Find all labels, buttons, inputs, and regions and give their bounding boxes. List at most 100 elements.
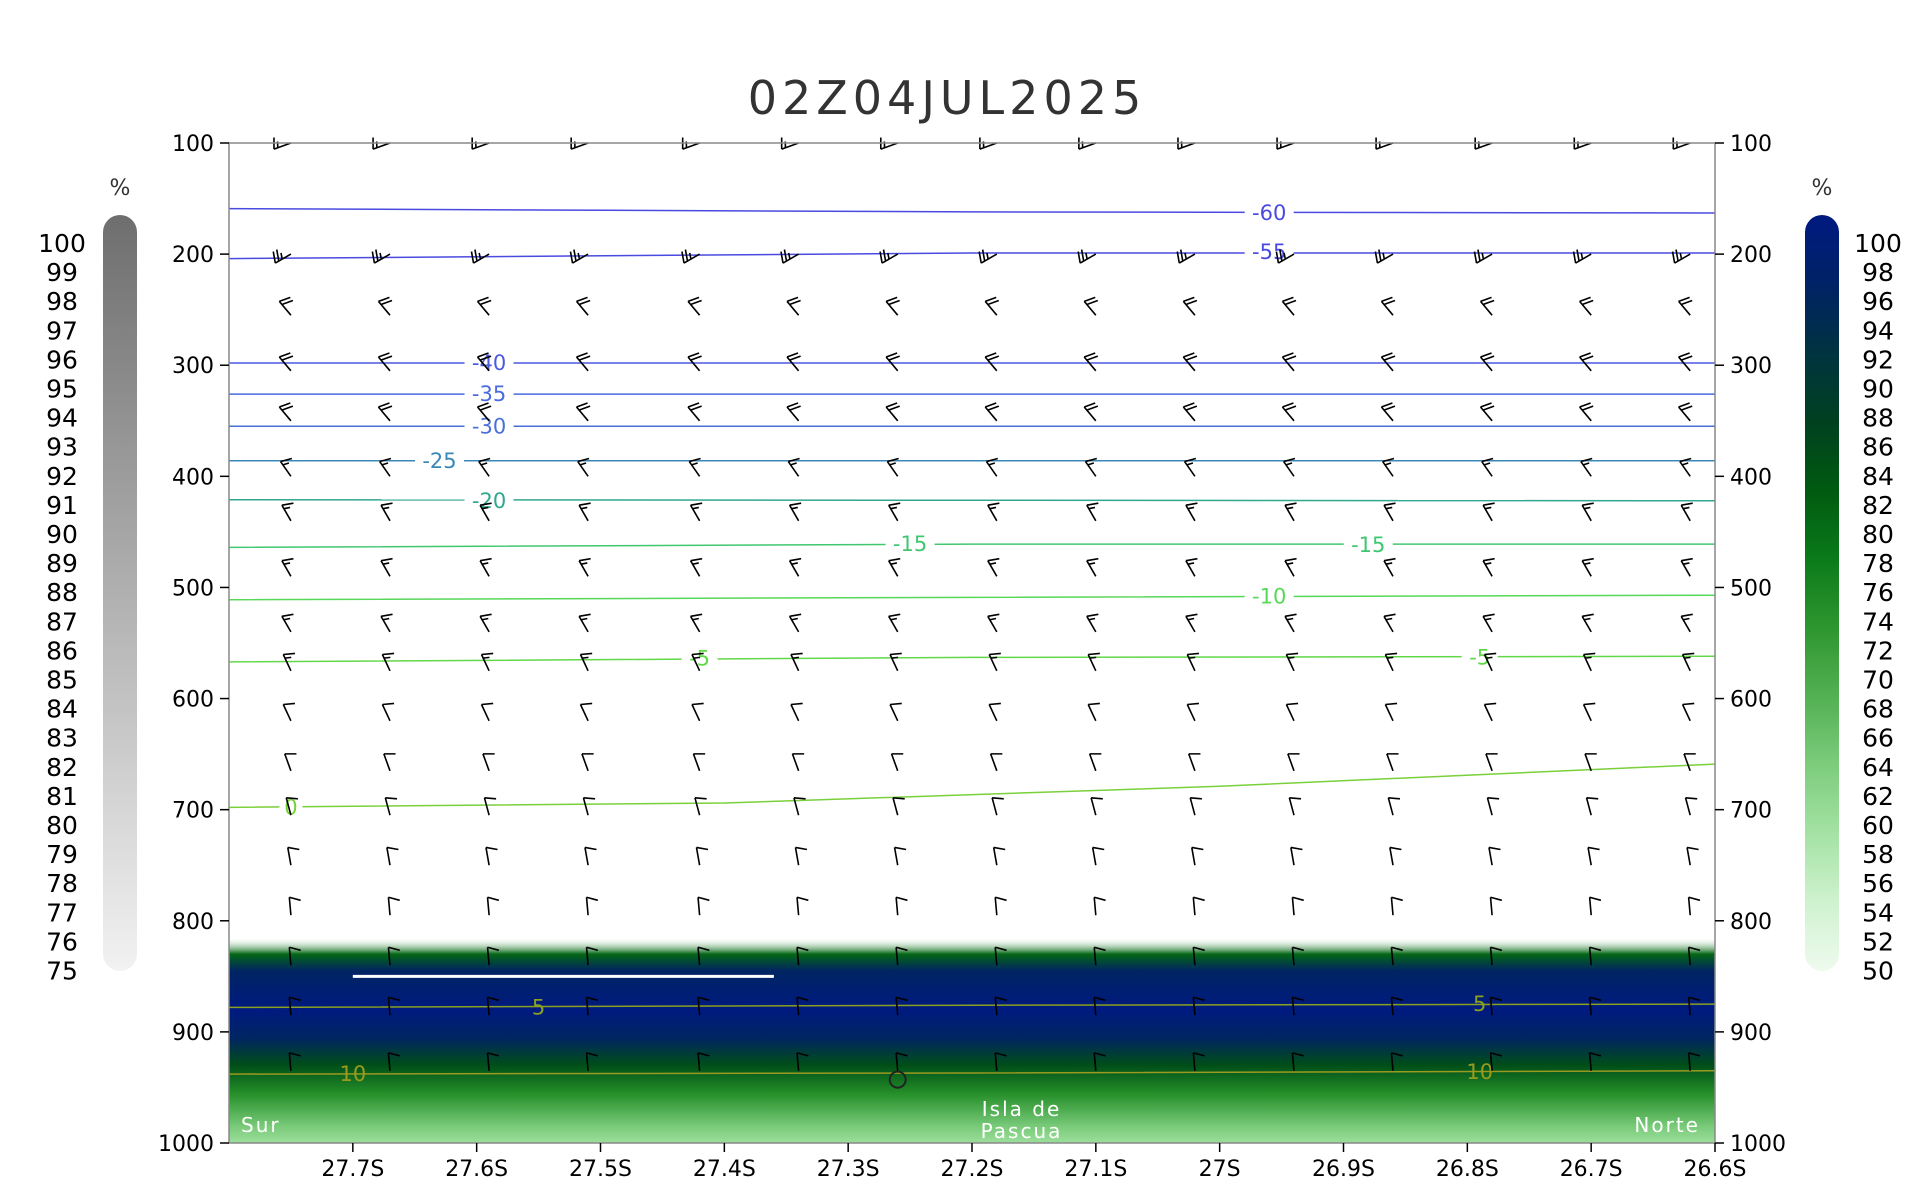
- wind-barb-staff: [885, 406, 899, 422]
- wind-barb-feather: [1381, 402, 1393, 408]
- wind-barb: [892, 797, 905, 816]
- y-tick-label-right: 900: [1730, 1021, 1772, 1046]
- y-tick-label-right: 300: [1730, 354, 1772, 379]
- wind-barb-feather: [1681, 613, 1693, 618]
- wind-barb-staff: [1588, 947, 1592, 966]
- wind-barb: [1086, 502, 1099, 522]
- wind-barb-staff: [1083, 300, 1097, 316]
- wind-barb-staff: [782, 253, 799, 264]
- wind-barb-feather: [1383, 299, 1396, 306]
- wind-barb: [575, 296, 591, 316]
- wind-barb-feather: [1685, 797, 1698, 800]
- right-colorbar-label: 98: [1862, 258, 1894, 287]
- wind-barb-feather: [573, 249, 577, 262]
- wind-barb: [480, 702, 494, 722]
- wind-barb-feather: [890, 652, 902, 656]
- right-colorbar-label: 60: [1862, 811, 1894, 840]
- wind-barb-staff: [288, 897, 292, 916]
- wind-barb: [1482, 502, 1495, 522]
- wind-barb-staff: [585, 897, 589, 916]
- wind-barb-feather: [287, 846, 300, 851]
- wind-barb-half-feather: [1286, 506, 1294, 510]
- wind-barb: [796, 946, 809, 966]
- wind-barb: [578, 613, 591, 633]
- wind-barb-feather: [691, 702, 704, 706]
- wind-barb-feather: [1385, 702, 1398, 706]
- wind-barb-half-feather: [990, 656, 998, 659]
- wind-barb: [1581, 613, 1594, 633]
- wind-barb-feather: [1086, 355, 1099, 361]
- isotherm-label-bg: [464, 382, 514, 407]
- wind-barb-staff: [380, 504, 391, 522]
- wind-barb-staff: [278, 356, 292, 372]
- wind-barb-feather: [1094, 1052, 1106, 1057]
- wind-barb-feather: [1589, 996, 1602, 1002]
- wind-barb-feather: [477, 296, 489, 303]
- wind-barb-feather: [388, 946, 400, 952]
- wind-barb: [285, 797, 298, 816]
- wind-barb: [281, 502, 294, 522]
- wind-barb-half-feather: [1483, 462, 1491, 466]
- wind-barb: [991, 797, 1004, 816]
- wind-barb-feather: [687, 352, 700, 358]
- wind-barb-staff: [1580, 461, 1592, 477]
- wind-barb: [1678, 402, 1693, 422]
- wind-barb-feather: [1582, 502, 1594, 506]
- wind-barb-staff: [579, 654, 589, 672]
- wind-barb-staff: [790, 704, 800, 722]
- wind-barb: [1483, 702, 1497, 722]
- wind-barb-feather: [894, 846, 907, 851]
- wind-barb-feather: [793, 797, 806, 800]
- wind-barb: [1189, 797, 1202, 816]
- wind-barb-half-feather: [382, 617, 390, 621]
- wind-barb-feather: [1482, 613, 1495, 618]
- left-colorbar-label: 87: [46, 607, 78, 636]
- left-colorbar-label: 85: [46, 666, 78, 695]
- y-tick-label-left: 800: [172, 910, 214, 935]
- wind-barb-feather: [1579, 352, 1591, 358]
- wind-barb: [1176, 249, 1196, 264]
- wind-barb-feather: [1188, 753, 1201, 755]
- wind-barb: [1686, 846, 1699, 866]
- wind-barb-staff: [476, 406, 490, 422]
- wind-barb-staff: [689, 560, 701, 577]
- wind-barb-staff: [889, 704, 899, 722]
- wind-barb-feather: [1383, 613, 1396, 618]
- wind-barb-feather: [795, 846, 808, 851]
- wind-barb: [585, 946, 599, 966]
- left-colorbar-label: 88: [46, 578, 78, 607]
- wind-barb-feather: [891, 753, 904, 755]
- wind-barb: [1077, 249, 1097, 264]
- wind-barb-staff: [1680, 504, 1691, 522]
- wind-barb-half-feather: [692, 617, 699, 621]
- wind-barb: [476, 352, 492, 372]
- wind-barb: [281, 613, 294, 633]
- wind-barb-feather: [279, 402, 291, 408]
- wind-barb-staff: [377, 356, 391, 372]
- wind-barb-half-feather: [1286, 562, 1294, 565]
- wind-barb-staff: [471, 142, 490, 150]
- wind-barb-half-feather: [383, 656, 391, 659]
- wind-barb-staff: [278, 406, 292, 422]
- x-tick-label: 27.6S: [445, 1157, 508, 1182]
- wind-barb: [288, 1052, 301, 1071]
- wind-barb: [885, 352, 900, 372]
- wind-barb-feather: [789, 299, 801, 306]
- wind-barb-staff: [1183, 461, 1196, 477]
- wind-barb-feather: [1183, 402, 1195, 408]
- wind-barb-staff: [984, 406, 998, 422]
- wind-barb-feather: [1484, 702, 1497, 706]
- wind-barb-half-feather: [986, 252, 989, 260]
- plot-area: -60-55-40-35-30-25-20-15 -15-10-5 -505 510 1…: [228, 137, 1716, 1144]
- wind-barb-staff: [478, 461, 490, 477]
- wind-barb-half-feather: [1188, 656, 1196, 659]
- wind-barb-feather: [474, 249, 478, 262]
- wind-barb: [780, 249, 799, 264]
- wind-barb-staff: [1185, 560, 1196, 577]
- wind-barb-feather: [578, 405, 591, 411]
- wind-barb-half-feather: [1088, 617, 1096, 621]
- wind-barb: [895, 896, 908, 916]
- wind-barb-feather: [984, 402, 997, 408]
- y-tick-label-left: 500: [172, 576, 214, 601]
- wind-barb-half-feather: [1683, 617, 1690, 621]
